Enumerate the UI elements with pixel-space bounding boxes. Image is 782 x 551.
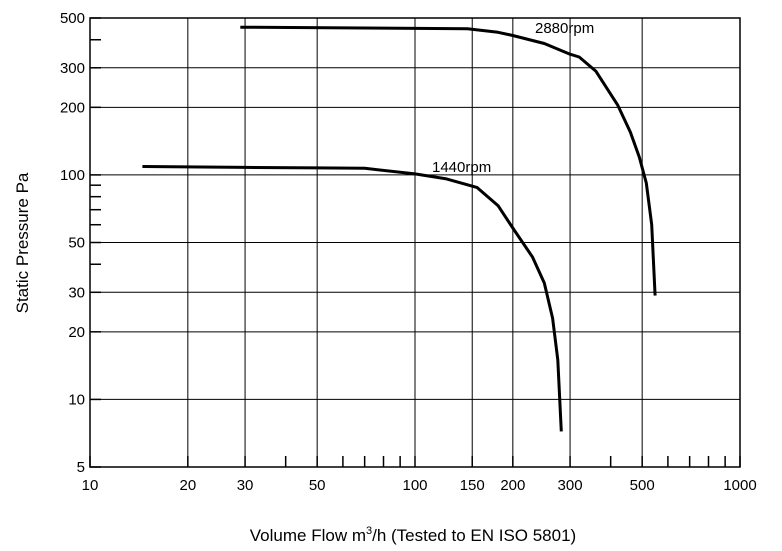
series-label-1440rpm: 1440rpm	[432, 159, 491, 176]
grid	[90, 18, 740, 467]
x-tick-label: 50	[309, 477, 326, 494]
x-tick-labels: 10 20 30 50 100 150 200 300 500 1000	[82, 477, 757, 494]
x-axis-title: Volume Flow m3/h (Tested to EN ISO 5801)	[250, 525, 576, 545]
y-tick-label: 50	[68, 235, 85, 252]
y-tick-labels: 5 10 20 30 50 100 200 300 500	[60, 10, 85, 476]
y-tick-label: 20	[68, 324, 85, 341]
curves	[142, 25, 657, 432]
y-tick-label: 30	[68, 284, 85, 301]
y-tick-label: 300	[60, 60, 85, 77]
y-tick-label: 100	[60, 167, 85, 184]
x-tick-label: 150	[460, 477, 485, 494]
x-axis-title-superscript: 3	[366, 525, 372, 537]
x-tick-label: 10	[82, 477, 99, 494]
y-tick-label: 5	[77, 459, 85, 476]
series-labels: 2880rpm 1440rpm	[432, 20, 594, 176]
plot-frame	[89, 17, 741, 468]
x-axis-title-rest: /h (Tested to EN ISO 5801)	[372, 526, 576, 545]
x-tick-label: 500	[630, 477, 655, 494]
x-tick-label: 30	[237, 477, 254, 494]
y-tick-label: 10	[68, 391, 85, 408]
x-tick-label: 1000	[723, 477, 756, 494]
x-tick-label: 20	[179, 477, 196, 494]
x-tick-label: 300	[558, 477, 583, 494]
x-tick-label: 200	[500, 477, 525, 494]
series-curve-1440rpm	[142, 165, 563, 432]
x-axis-title-main: Volume Flow m	[250, 526, 366, 545]
x-tick-label: 100	[402, 477, 427, 494]
y-tick-label: 200	[60, 99, 85, 116]
y-tick-label: 500	[60, 10, 85, 27]
series-curve-2880rpm	[240, 25, 657, 296]
y-axis-title: Static Pressure Pa	[13, 172, 32, 313]
series-label-2880rpm: 2880rpm	[535, 20, 594, 37]
